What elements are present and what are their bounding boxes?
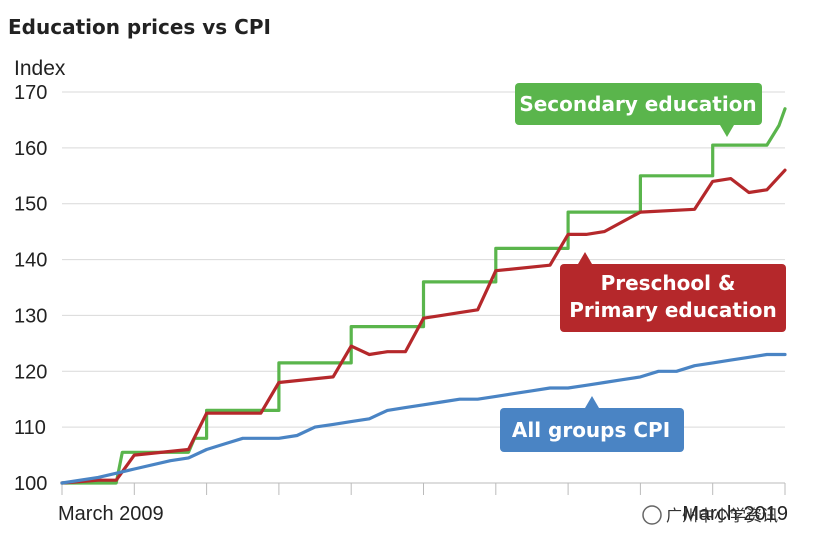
callout-secondary-pointer (720, 125, 734, 137)
callout-all-groups-cpi: All groups CPI (500, 396, 684, 452)
callout-cpi-label: All groups CPI (512, 418, 670, 442)
series-line-1 (60, 168, 787, 485)
watermark-text: 广州中小学资讯 (666, 506, 778, 525)
callout-secondary-box (515, 83, 762, 125)
x-tick-label: March 2009 (58, 503, 164, 525)
y-tick-label: 120 (14, 361, 47, 383)
y-tick-label: 130 (14, 305, 47, 327)
callout-secondary-label: Secondary education (519, 92, 756, 116)
y-axis-ticks: 100 110 120 130 140 150 160 170 (14, 82, 47, 495)
y-tick-label: 140 (14, 250, 47, 272)
x-axis-ticks: March 2009 March 2019 (58, 482, 788, 525)
callout-primary-label-line1: Preschool & (601, 271, 736, 295)
gridlines (62, 91, 785, 428)
series-line-2 (60, 352, 787, 485)
callout-cpi-box (500, 408, 684, 452)
y-tick-label: 160 (14, 138, 47, 160)
callout-cpi-pointer (585, 396, 599, 408)
callout-primary-box (560, 264, 786, 332)
wechat-icon (642, 505, 662, 525)
x-tick-label: March 2019 (682, 503, 788, 525)
y-tick-label: 170 (14, 82, 47, 104)
y-tick-label: 110 (14, 417, 46, 439)
y-tick-label: 100 (14, 473, 47, 495)
y-tick-label: 150 (14, 194, 47, 216)
chart-title: Education prices vs CPI (8, 15, 271, 39)
callout-secondary-education: Secondary education (515, 83, 762, 137)
callout-preschool-primary: Preschool & Primary education (560, 252, 786, 332)
series-lines (60, 107, 787, 485)
y-axis-label: Index (14, 57, 66, 80)
callout-primary-pointer (578, 252, 592, 264)
series-line-0 (60, 107, 787, 485)
watermark: 广州中小学资讯 (642, 505, 778, 525)
callout-primary-label-line2: Primary education (569, 298, 776, 322)
